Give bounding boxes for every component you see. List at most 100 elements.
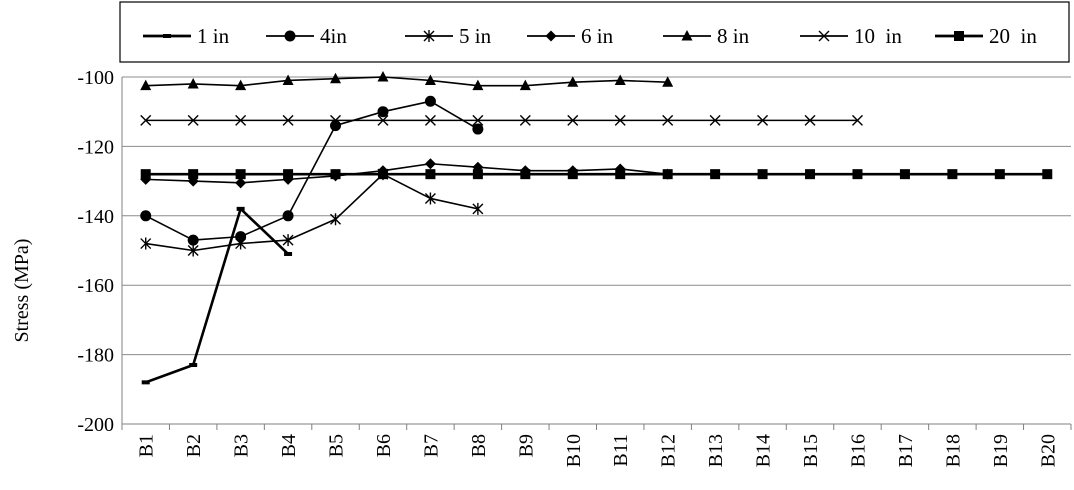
x-tick-label: B12 [658,434,680,467]
series-6-point [710,169,721,180]
x-tick-label: B11 [610,434,632,467]
series-4-point [662,76,674,87]
series-6-point [662,169,673,180]
x-tick-label: B5 [326,434,348,457]
series-0-line [145,207,289,384]
legend-marker [423,30,435,42]
series-6-point [520,169,531,180]
y-tick-label: -160 [77,275,114,297]
x-tick-label: B9 [515,434,537,457]
y-tick-label: -140 [77,206,114,228]
x-tick-label: B16 [847,434,869,467]
x-tick-label: B1 [136,434,158,457]
series-5-point [709,114,721,126]
series-0-point [284,251,293,256]
series-6-point [472,169,483,180]
y-axis-title: Stress (MPa) [11,239,33,343]
series-6-point [615,169,626,180]
series-5-point [424,114,436,126]
legend-marker [284,30,296,42]
x-tick-label: B3 [231,434,253,457]
series-4-point [187,77,199,89]
series-6-point [994,169,1005,180]
x-tick-label: B19 [990,434,1012,467]
series-2-point [330,213,342,226]
series-6-point [757,169,768,180]
series-1-point [140,210,152,222]
series-2-point [472,202,484,215]
series-4-point [282,74,294,85]
series-5-point [804,114,816,126]
series-5-point [140,114,152,126]
series-2-point [282,234,294,247]
legend-box [119,1,1070,63]
series-5-point [282,114,294,126]
series-4-point [140,79,152,91]
series-6-point [805,169,816,180]
series-4-point [567,76,579,87]
legend-marker [818,30,830,42]
series-1-point [472,123,484,135]
y-tick-label: -180 [77,345,114,367]
legend-label: 4in [320,24,347,48]
series-5-point [330,114,342,126]
series-1-line [145,100,479,241]
x-tick-label: B6 [373,434,395,457]
series-5-point [851,114,863,126]
legend-marker [954,31,964,41]
legend-marker [681,30,693,41]
series-4-point [235,79,247,91]
x-tick-label: B8 [468,434,490,457]
legend-marker [163,34,171,38]
series-6-point [140,169,151,180]
series-1-point [330,120,342,132]
series-2-point [187,244,199,257]
series-3-point [235,177,247,189]
series-4-point [614,74,626,85]
series-6-point [235,169,246,180]
legend-marker [545,30,557,42]
series-0-point [189,363,198,368]
x-tick-label: B10 [563,434,585,467]
series-3-line [145,162,668,184]
series-4-point [424,74,436,85]
series-5-point [567,114,579,126]
x-tick-label: B15 [800,434,822,467]
series-0-point [141,380,150,385]
x-tick-label: B18 [942,434,964,467]
x-tick-label: B14 [753,434,775,467]
series-5-point [757,114,769,126]
series-6-point [425,169,436,180]
series-5-point [614,114,626,126]
x-tick-label: B20 [1037,434,1059,467]
y-tick-label: -120 [77,136,114,158]
x-tick-label: B2 [183,434,205,457]
series-1-point [377,106,389,118]
y-tick-label: -200 [77,414,114,436]
series-5-point [472,114,484,126]
series-6-point [188,169,199,180]
series-4-point [330,72,342,84]
x-tick-label: B17 [895,434,917,467]
x-tick-label: B13 [705,434,727,467]
series-0-point [236,206,245,211]
series-6-point [377,169,388,180]
legend-label: 8 in [717,24,750,48]
series-6-point [283,169,294,180]
series-6-point [567,169,578,180]
series-3-point [424,158,436,170]
series-4-line [145,76,668,87]
series-2-point [140,237,152,250]
series-6-point [899,169,910,180]
series-1-point [187,234,199,246]
legend-label: 20 in [989,24,1037,48]
series-2-point [424,192,436,205]
series-4-point [472,79,484,91]
series-6-point [852,169,863,180]
series-5-point [519,114,531,126]
legend-label: 10 in [854,24,902,48]
series-1-point [424,95,436,107]
legend-label: 1 in [197,24,230,48]
series-5-point [235,114,247,126]
